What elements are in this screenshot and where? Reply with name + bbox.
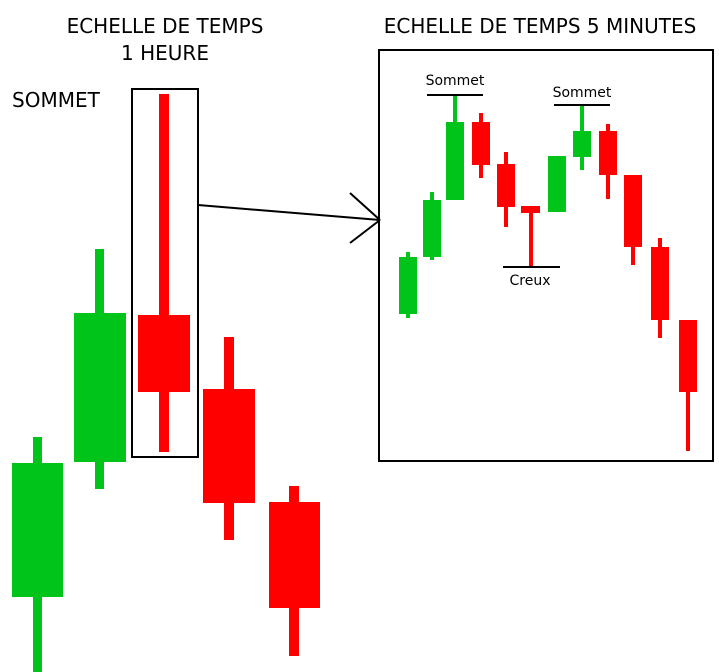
title-five-minutes: ECHELLE DE TEMPS 5 MINUTES (384, 14, 697, 38)
candle-part (679, 320, 697, 392)
candle-part (423, 200, 441, 257)
candle-part (529, 206, 533, 267)
trough-label: Creux (510, 273, 551, 289)
title-hourly-line2: 1 HEURE (121, 41, 209, 65)
highlight-box (131, 88, 199, 458)
candle (203, 389, 255, 503)
candle (74, 313, 126, 462)
zoom-box (378, 49, 714, 462)
candle-part (548, 156, 566, 212)
candle-part (651, 247, 669, 320)
candle-part (399, 257, 417, 314)
label-sommet: SOMMET (12, 88, 101, 112)
arrow (197, 192, 381, 244)
wick (159, 94, 169, 452)
candle-part (521, 206, 540, 213)
peak-label: Sommet (553, 85, 612, 101)
candle (138, 315, 190, 392)
candle (12, 463, 63, 597)
level-lines (427, 94, 610, 268)
candle-part (497, 164, 515, 207)
candle-part (472, 122, 490, 165)
candle-part (624, 175, 642, 247)
peak-label: Sommet (426, 73, 485, 89)
candle (269, 502, 320, 608)
hourly-candles (12, 94, 320, 672)
five-minute-candles (399, 95, 697, 451)
candle-part (446, 122, 464, 200)
candle-part (573, 131, 591, 157)
candle-part (599, 131, 617, 175)
title-hourly-line1: ECHELLE DE TEMPS (67, 14, 264, 38)
